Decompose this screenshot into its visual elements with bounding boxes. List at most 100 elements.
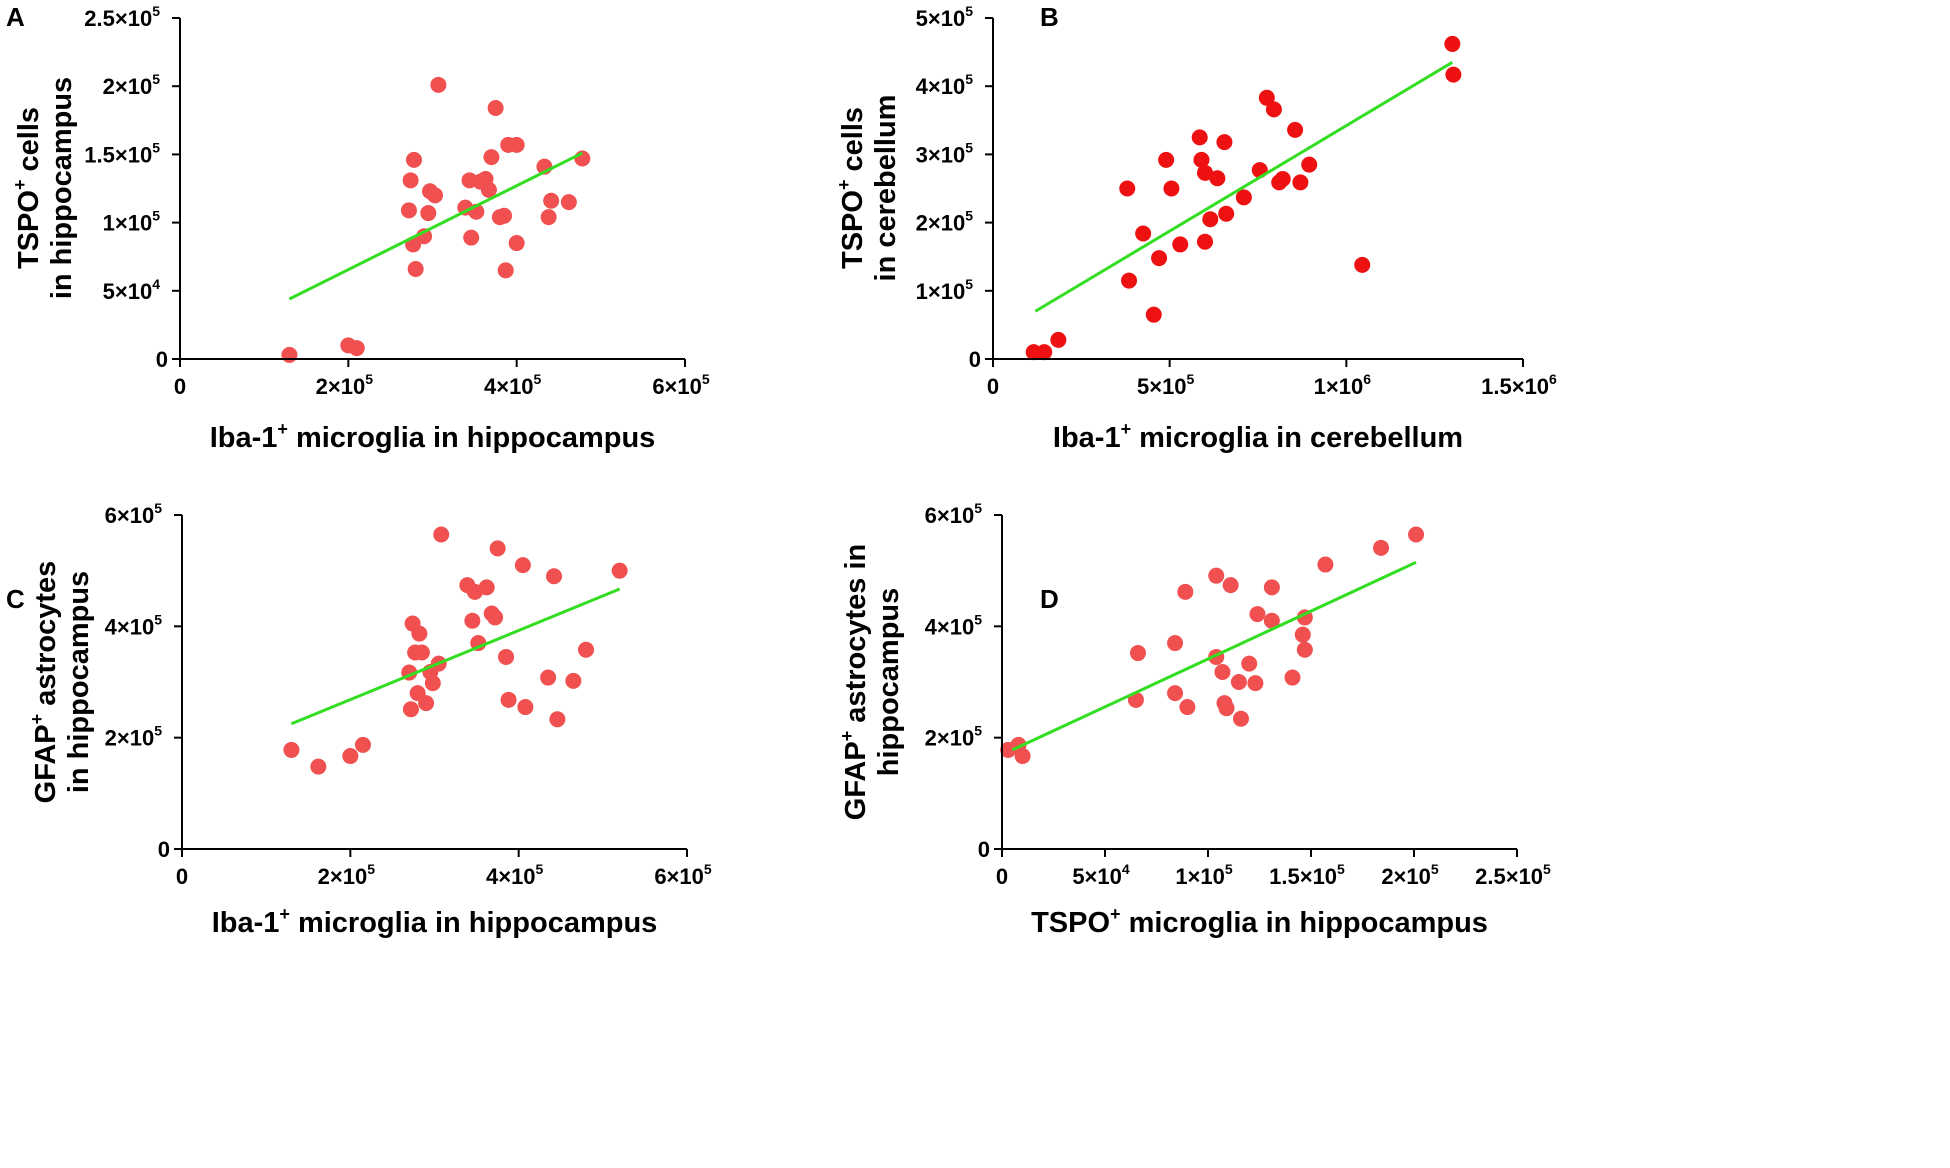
panel-a-data-point <box>463 229 480 246</box>
panel-b-data-point <box>1151 250 1168 267</box>
panel-b-data-point <box>1235 189 1252 206</box>
panel-b-points <box>1025 35 1462 361</box>
panel-d-data-point <box>1294 626 1311 643</box>
panel-a-x-tick-label: 6×105 <box>652 371 710 399</box>
panel-d-x-ticks: 0 5×104 1×105 1.5×105 2×105 2.5×105 <box>996 849 1551 889</box>
panel-a-data-point <box>430 76 447 93</box>
panel-b-x-ticks: 0 5×105 1×106 1.5×106 <box>987 359 1557 399</box>
panel-c-data-point <box>283 741 300 758</box>
panel-a-x-ticks: 0 2×105 4×105 6×105 <box>174 359 710 399</box>
panel-a-y-label-line2: in hippocampus <box>46 77 78 299</box>
panel-c-data-point <box>546 568 563 585</box>
panel-d-x-tick-label: 2×105 <box>1381 861 1439 889</box>
panel-c-y-label-line1: GFAP+ astrocytes <box>27 561 62 804</box>
panel-b-data-point <box>1292 174 1309 191</box>
panel-b-data-point <box>1145 306 1162 323</box>
panel-c-data-point <box>478 579 495 596</box>
panel-b-data-point <box>1216 134 1233 151</box>
panel-c-data-point <box>517 699 534 716</box>
panel-a-data-point <box>427 187 444 204</box>
panel-d-data-point <box>1214 663 1231 680</box>
panel-c-x-tick-label: 4×105 <box>486 861 544 889</box>
panel-a-x-tick-label: 2×105 <box>316 371 374 399</box>
panel-d-data-point <box>1232 710 1249 727</box>
panel-d-y-tick-label: 6×105 <box>925 500 983 528</box>
panel-a-data-point <box>281 346 298 363</box>
panel-d-data-point <box>1218 700 1235 717</box>
panel-c-regression-line <box>290 587 621 726</box>
panel-d-y-axis-label: GFAP+ astrocytes in hippocampus <box>837 544 905 820</box>
panel-a-y-tick-label: 1×105 <box>103 208 161 236</box>
panel-a-data-point <box>508 235 525 252</box>
panel-a-x-axis-label: Iba-1+ microglia in hippocampus <box>210 419 656 454</box>
panel-a-data-point <box>497 262 514 279</box>
panel-d-x-tick-label: 2.5×105 <box>1475 861 1551 889</box>
panel-b-data-point <box>1354 256 1371 273</box>
panel-b-data-point <box>1265 101 1282 118</box>
panel-c-fit <box>290 587 621 726</box>
panel-c-x-axis-label: Iba-1+ microglia in hippocampus <box>212 904 658 939</box>
panel-b-data-point <box>1258 89 1275 106</box>
panel-b-axes <box>992 18 1523 360</box>
panel-d-data-point <box>1230 674 1247 690</box>
panel-a-data-point <box>407 260 424 277</box>
panel-c-y-label-line2: in hippocampus <box>63 571 95 793</box>
panel-a-data-point <box>540 209 557 226</box>
panel-d-y-tick-label: 4×105 <box>925 611 983 639</box>
panel-b-data-point <box>1121 272 1138 289</box>
panel-a-data-point <box>487 100 504 117</box>
panel-b-data-point <box>1158 151 1175 168</box>
panel-b-fit <box>1034 61 1454 313</box>
panel-a-data-point <box>483 149 500 166</box>
panel-d-x-tick-label: 0 <box>996 864 1008 889</box>
panel-a-y-tick-label: 1.5×105 <box>84 139 160 167</box>
panel-d-data-point <box>1241 655 1258 672</box>
panel-c-data-point <box>489 540 506 557</box>
panel-b-data-point <box>1050 331 1067 348</box>
panel-d-y-tick-label: 0 <box>978 837 990 862</box>
panel-c-data-point <box>549 711 566 728</box>
panel-d-points <box>1000 526 1425 765</box>
panel-d-regression-line <box>1011 560 1417 752</box>
panel-b-x-axis-label: Iba-1+ microglia in cerebellum <box>1053 419 1463 454</box>
panel-b-data-point <box>1193 151 1210 168</box>
panel-c-data-point <box>413 644 430 661</box>
panel-c-data-point <box>411 625 428 642</box>
panel-d-x-axis-label: TSPO+ microglia in hippocampus <box>1031 904 1488 939</box>
panel-b-data-point <box>1274 170 1291 187</box>
panel-c-data-point <box>565 672 582 689</box>
panel-d-data-point <box>1263 579 1280 596</box>
panel-a-x-tick-label: 0 <box>174 374 186 399</box>
panel-b-x-tick-label: 0 <box>987 374 999 399</box>
panel-d-data-point <box>1296 641 1313 658</box>
panel-d-y-label-line1: GFAP+ astrocytes in <box>837 544 872 820</box>
panel-b-x-tick-label: 5×105 <box>1137 371 1195 399</box>
panel-a-data-point <box>543 192 560 209</box>
panel-d-data-point <box>1167 635 1184 652</box>
panel-c-letter: C <box>6 584 25 614</box>
panel-b-y-tick-label: 0 <box>969 347 981 372</box>
panel-b-letter: B <box>1040 2 1059 32</box>
panel-a-fit <box>288 151 583 301</box>
panel-a-y-axis-label: TSPO+ cells in hippocampus <box>10 77 78 299</box>
panel-a-y-ticks: 0 5×104 1×105 1.5×105 2×105 2.5×105 <box>84 3 180 372</box>
panel-c-data-point <box>342 748 359 765</box>
panel-c-data-point <box>540 669 557 686</box>
panel-d-data-point <box>1247 675 1264 692</box>
panel-b-data-point <box>1172 236 1189 253</box>
panel-a-y-label-line1: TSPO+ cells <box>10 107 45 269</box>
panel-b-x-tick-label: 1.5×106 <box>1481 371 1557 399</box>
panel-c-data-point <box>354 736 371 753</box>
panel-d-data-point <box>1167 685 1184 702</box>
panel-d-letter: D <box>1040 584 1059 614</box>
panel-b-data-point <box>1202 211 1219 228</box>
panel-b-y-tick-label: 2×105 <box>916 208 974 236</box>
panel-d-y-tick-label: 2×105 <box>925 723 983 751</box>
panel-a-data-point <box>574 150 591 167</box>
panel-d-data-point <box>1317 556 1334 573</box>
panel-b-y-tick-label: 4×105 <box>916 71 974 99</box>
panel-b-data-point <box>1191 129 1208 146</box>
panel-b-y-label-line1: TSPO+ cells <box>834 107 869 269</box>
panel-d-data-point <box>1177 583 1194 600</box>
panel-b-data-point <box>1197 233 1213 250</box>
